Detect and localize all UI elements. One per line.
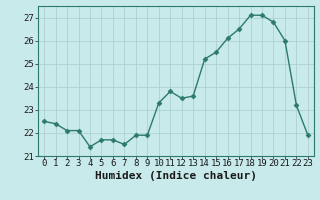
X-axis label: Humidex (Indice chaleur): Humidex (Indice chaleur) <box>95 171 257 181</box>
